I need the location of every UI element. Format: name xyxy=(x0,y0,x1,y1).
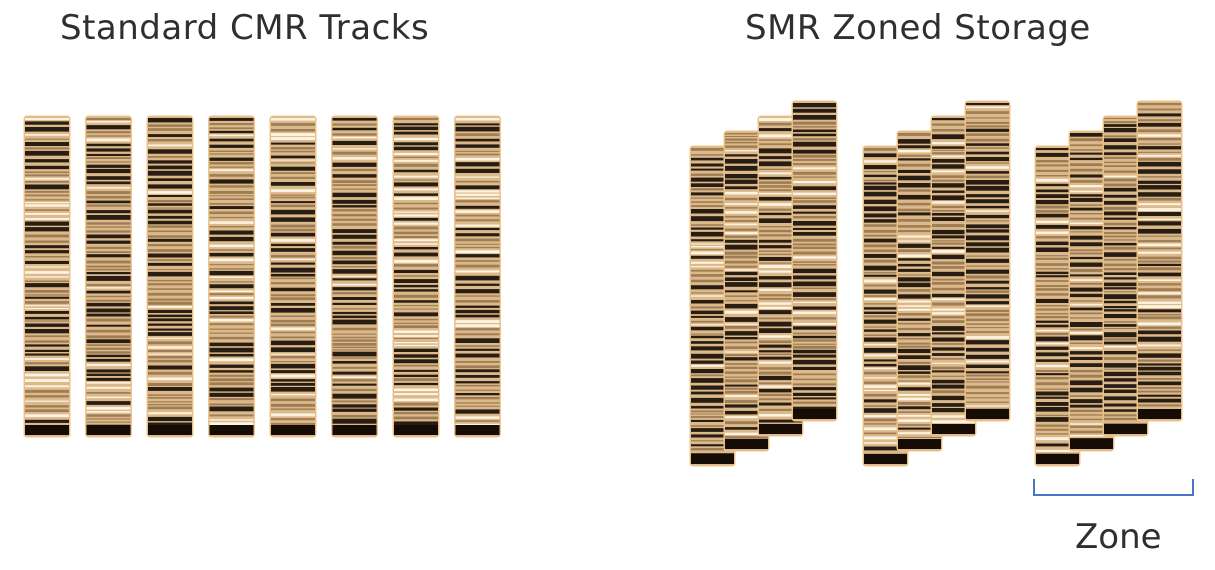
smr-title: SMR Zoned Storage xyxy=(745,8,1091,48)
cmr-track xyxy=(85,115,132,438)
smr-zone-group xyxy=(689,100,1183,467)
smr-zone xyxy=(1034,100,1183,467)
smr-zone xyxy=(862,100,1011,467)
smr-track xyxy=(896,130,943,452)
smr-track xyxy=(791,100,838,422)
zone-bracket xyxy=(1033,479,1194,496)
cmr-track xyxy=(454,115,501,438)
cmr-track xyxy=(23,115,71,438)
smr-track xyxy=(1136,100,1183,422)
cmr-track-group xyxy=(23,115,501,438)
cmr-track xyxy=(208,115,255,438)
cmr-track xyxy=(392,115,440,438)
cmr-title: Standard CMR Tracks xyxy=(60,8,430,48)
smr-zone xyxy=(689,100,838,467)
cmr-track xyxy=(331,115,378,438)
smr-track xyxy=(964,100,1011,422)
cmr-track xyxy=(269,115,317,438)
zone-label: Zone xyxy=(1075,517,1162,557)
cmr-track xyxy=(146,115,194,438)
